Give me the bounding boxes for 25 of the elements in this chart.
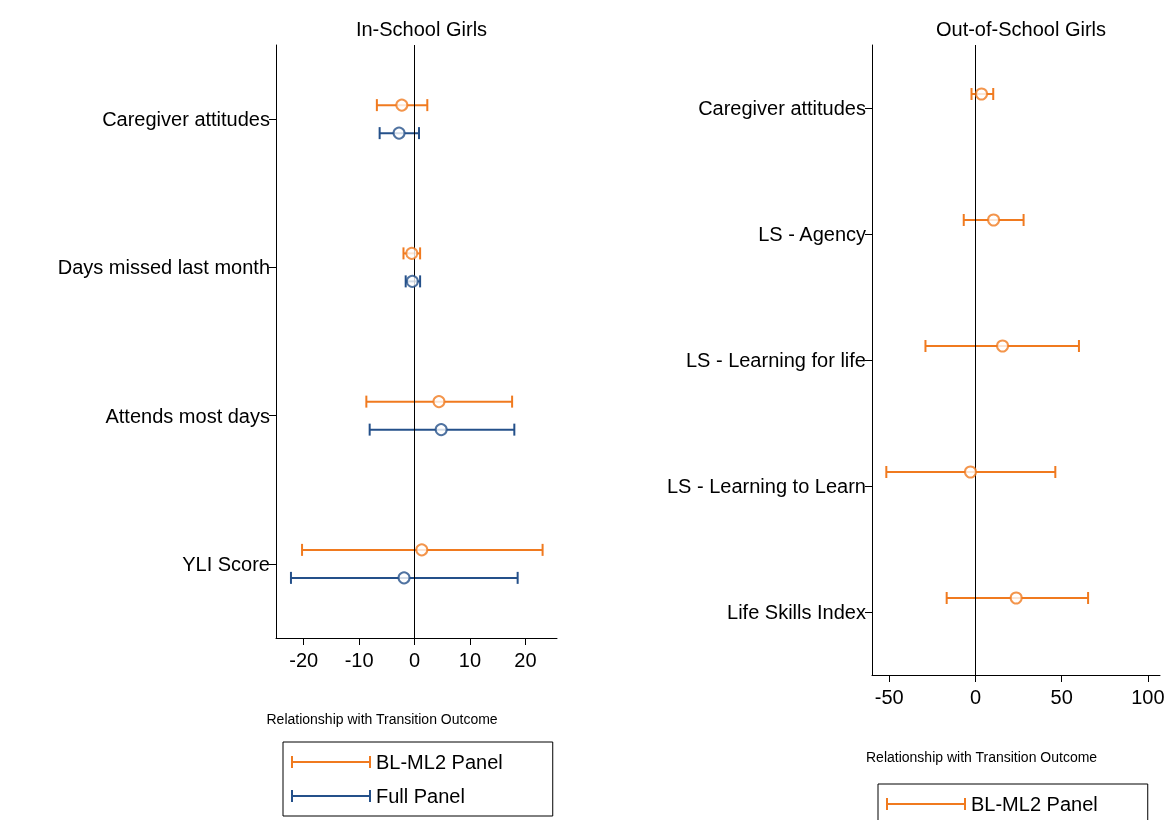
x-tick-label: -10: [344, 649, 374, 671]
x-tick-label: 100: [1131, 686, 1165, 708]
y-tick-label: LS - Learning for life: [685, 349, 866, 371]
y-tick-label: YLI Score: [182, 552, 270, 575]
y-tick-label: Attends most days: [105, 404, 270, 427]
chart-title: In-School Girls: [355, 18, 488, 40]
x-tick-label: 20: [514, 649, 537, 671]
y-tick-label: Caregiver attitudes: [102, 108, 270, 131]
y-tick-label: Caregiver attitudes: [698, 97, 866, 119]
x-tick-label: -20: [289, 649, 319, 671]
y-tick-label: LS - Agency: [758, 223, 866, 245]
x-tick-label: 0: [409, 649, 421, 671]
y-tick-label: Days missed last month: [57, 256, 270, 279]
y-tick-label: Life Skills Index: [727, 601, 866, 623]
x-axis-title: Relationship with Transition Outcome: [866, 749, 1098, 765]
x-tick-label: 10: [458, 649, 482, 671]
x-tick-label: 0: [969, 686, 982, 708]
legend-label: BL-ML2 Panel: [376, 751, 503, 773]
x-tick-label: -50: [874, 686, 904, 708]
legend-label: Full Panel: [376, 785, 465, 807]
chart-title: Out-of-School Girls: [935, 18, 1107, 40]
legend-label: BL-ML2 Panel: [971, 793, 1098, 815]
y-tick-label: LS - Learning to Learn: [666, 475, 866, 497]
x-tick-label: 50: [1050, 686, 1073, 708]
x-axis-title: Relationship with Transition Outcome: [266, 711, 498, 727]
